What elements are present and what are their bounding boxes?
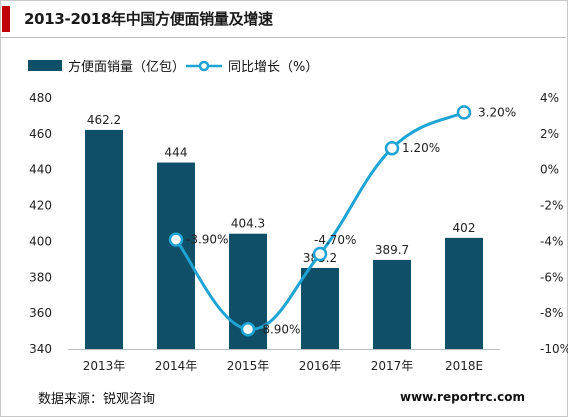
right-axis: -10% -8% -6% -4% -2% 0% 2% 4% — [540, 91, 568, 356]
bar-value-label: 404.3 — [231, 217, 265, 231]
bar — [157, 162, 195, 349]
chart-title: 2013-2018年中国方便面销量及增速 — [24, 10, 273, 28]
right-tick-label: 4% — [540, 91, 559, 105]
left-tick-label: 420 — [29, 199, 52, 213]
title-accent-bar — [2, 6, 10, 32]
growth-value-label: 1.20% — [402, 141, 440, 155]
x-tick-label: 2014年 — [155, 359, 198, 373]
right-tick-label: -10% — [540, 342, 568, 356]
x-tick-label: 2017年 — [371, 359, 414, 373]
legend-bar-swatch — [28, 60, 62, 71]
bar — [373, 259, 411, 349]
left-tick-label: 340 — [29, 342, 52, 356]
line-series — [168, 105, 472, 337]
x-axis: 2013年 2014年 2015年 2016年 2017年 2018E — [68, 349, 500, 373]
left-tick-label: 400 — [29, 234, 52, 248]
right-tick-label: 0% — [540, 163, 559, 177]
right-tick-label: -4% — [540, 234, 563, 248]
left-axis: 340 360 380 400 420 440 460 480 — [29, 91, 52, 356]
growth-value-label: -8.90% — [258, 322, 300, 336]
growth-value-label: -3.90% — [186, 233, 228, 247]
left-tick-label: 460 — [29, 127, 52, 141]
bar-series — [85, 129, 483, 349]
growth-point — [168, 232, 184, 247]
x-tick-label: 2016年 — [299, 359, 342, 373]
growth-point — [456, 105, 472, 120]
x-tick-label: 2015年 — [227, 359, 270, 373]
bar-value-label: 389.7 — [375, 243, 409, 257]
bar-value-label: 444 — [165, 146, 188, 160]
left-tick-label: 440 — [29, 163, 52, 177]
source-note: 数据来源：锐观咨询 — [38, 392, 156, 407]
right-tick-label: -6% — [540, 270, 563, 284]
growth-point — [384, 140, 400, 156]
growth-point — [240, 322, 256, 337]
x-tick-label: 2013年 — [83, 359, 126, 373]
title-divider — [0, 37, 566, 38]
bar — [301, 267, 339, 349]
legend-line-marker — [198, 60, 210, 72]
right-tick-label: -8% — [540, 306, 563, 320]
legend: 方便面销量（亿包） 同比增长（%） — [28, 59, 318, 75]
bar-value-label: 462.2 — [87, 113, 121, 127]
right-tick-label: 2% — [540, 127, 559, 141]
left-tick-label: 380 — [29, 270, 52, 284]
bar-value-label: 402 — [453, 221, 476, 235]
legend-bar-label: 方便面销量（亿包） — [68, 59, 185, 75]
growth-value-label: 3.20% — [478, 105, 516, 119]
left-tick-label: 480 — [29, 91, 52, 105]
bar — [445, 237, 483, 349]
growth-point — [312, 246, 328, 262]
right-tick-label: -2% — [540, 199, 563, 213]
line-labels: -3.90% -8.90% -4.70% 1.20% 3.20% — [186, 105, 516, 336]
watermark-url: www.reportrc.com — [400, 390, 526, 404]
growth-value-label: -4.70% — [314, 233, 356, 247]
x-tick-label: 2018E — [445, 359, 483, 373]
bar — [85, 129, 123, 349]
legend-line-label: 同比增长（%） — [228, 60, 318, 75]
left-tick-label: 360 — [29, 306, 52, 320]
